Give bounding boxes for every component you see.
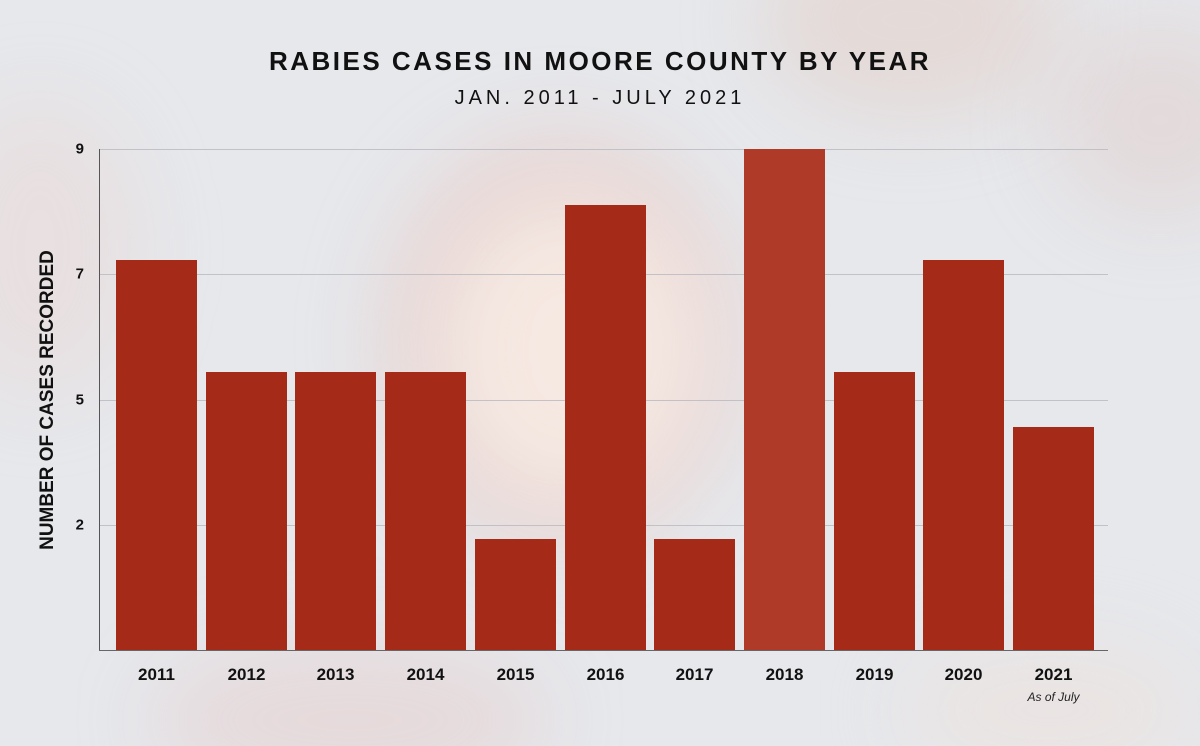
x-tick-label: 2013 [316,665,355,684]
y-tick-label: 5 [75,391,84,409]
x-tick-label: 2016 [586,665,625,684]
gridline [100,149,1108,150]
chart-subtitle: JAN. 2011 - JULY 2021 [454,87,746,109]
bar-2015 [475,538,556,650]
x-tick-label: 2020 [944,665,983,684]
x-axis-line [99,650,1108,651]
x-tick-label: 2014 [406,665,445,684]
y-tick-label: 7 [75,265,84,283]
bar-2014 [385,371,466,650]
x-tick-label: 2018 [765,665,804,684]
bar-2019 [834,371,915,650]
bar-2018 [744,149,825,650]
y-tick-label: 2 [75,516,84,534]
x-tick-label: 2015 [496,665,535,684]
x-tick-label: 2012 [227,665,266,684]
bar-2017 [654,538,735,650]
bar-2016 [565,204,646,650]
x-tick-label: 2019 [855,665,894,684]
bar-2012 [206,371,287,650]
y-axis-label: NUMBER OF CASES RECORDED [37,250,58,550]
bar-2013 [295,371,376,650]
y-tick-label: 9 [75,140,84,158]
x-annotation: As of July [1027,690,1080,704]
bar-2021 [1013,427,1094,650]
bar-2011 [116,260,197,650]
y-axis-line [99,149,100,651]
chart-title: RABIES CASES IN MOORE COUNTY BY YEAR [268,46,932,76]
x-tick-label: 2011 [138,665,175,684]
x-tick-label: 2017 [675,665,714,684]
x-tick-label: 2021 [1034,665,1073,684]
bar-2020 [923,260,1004,650]
